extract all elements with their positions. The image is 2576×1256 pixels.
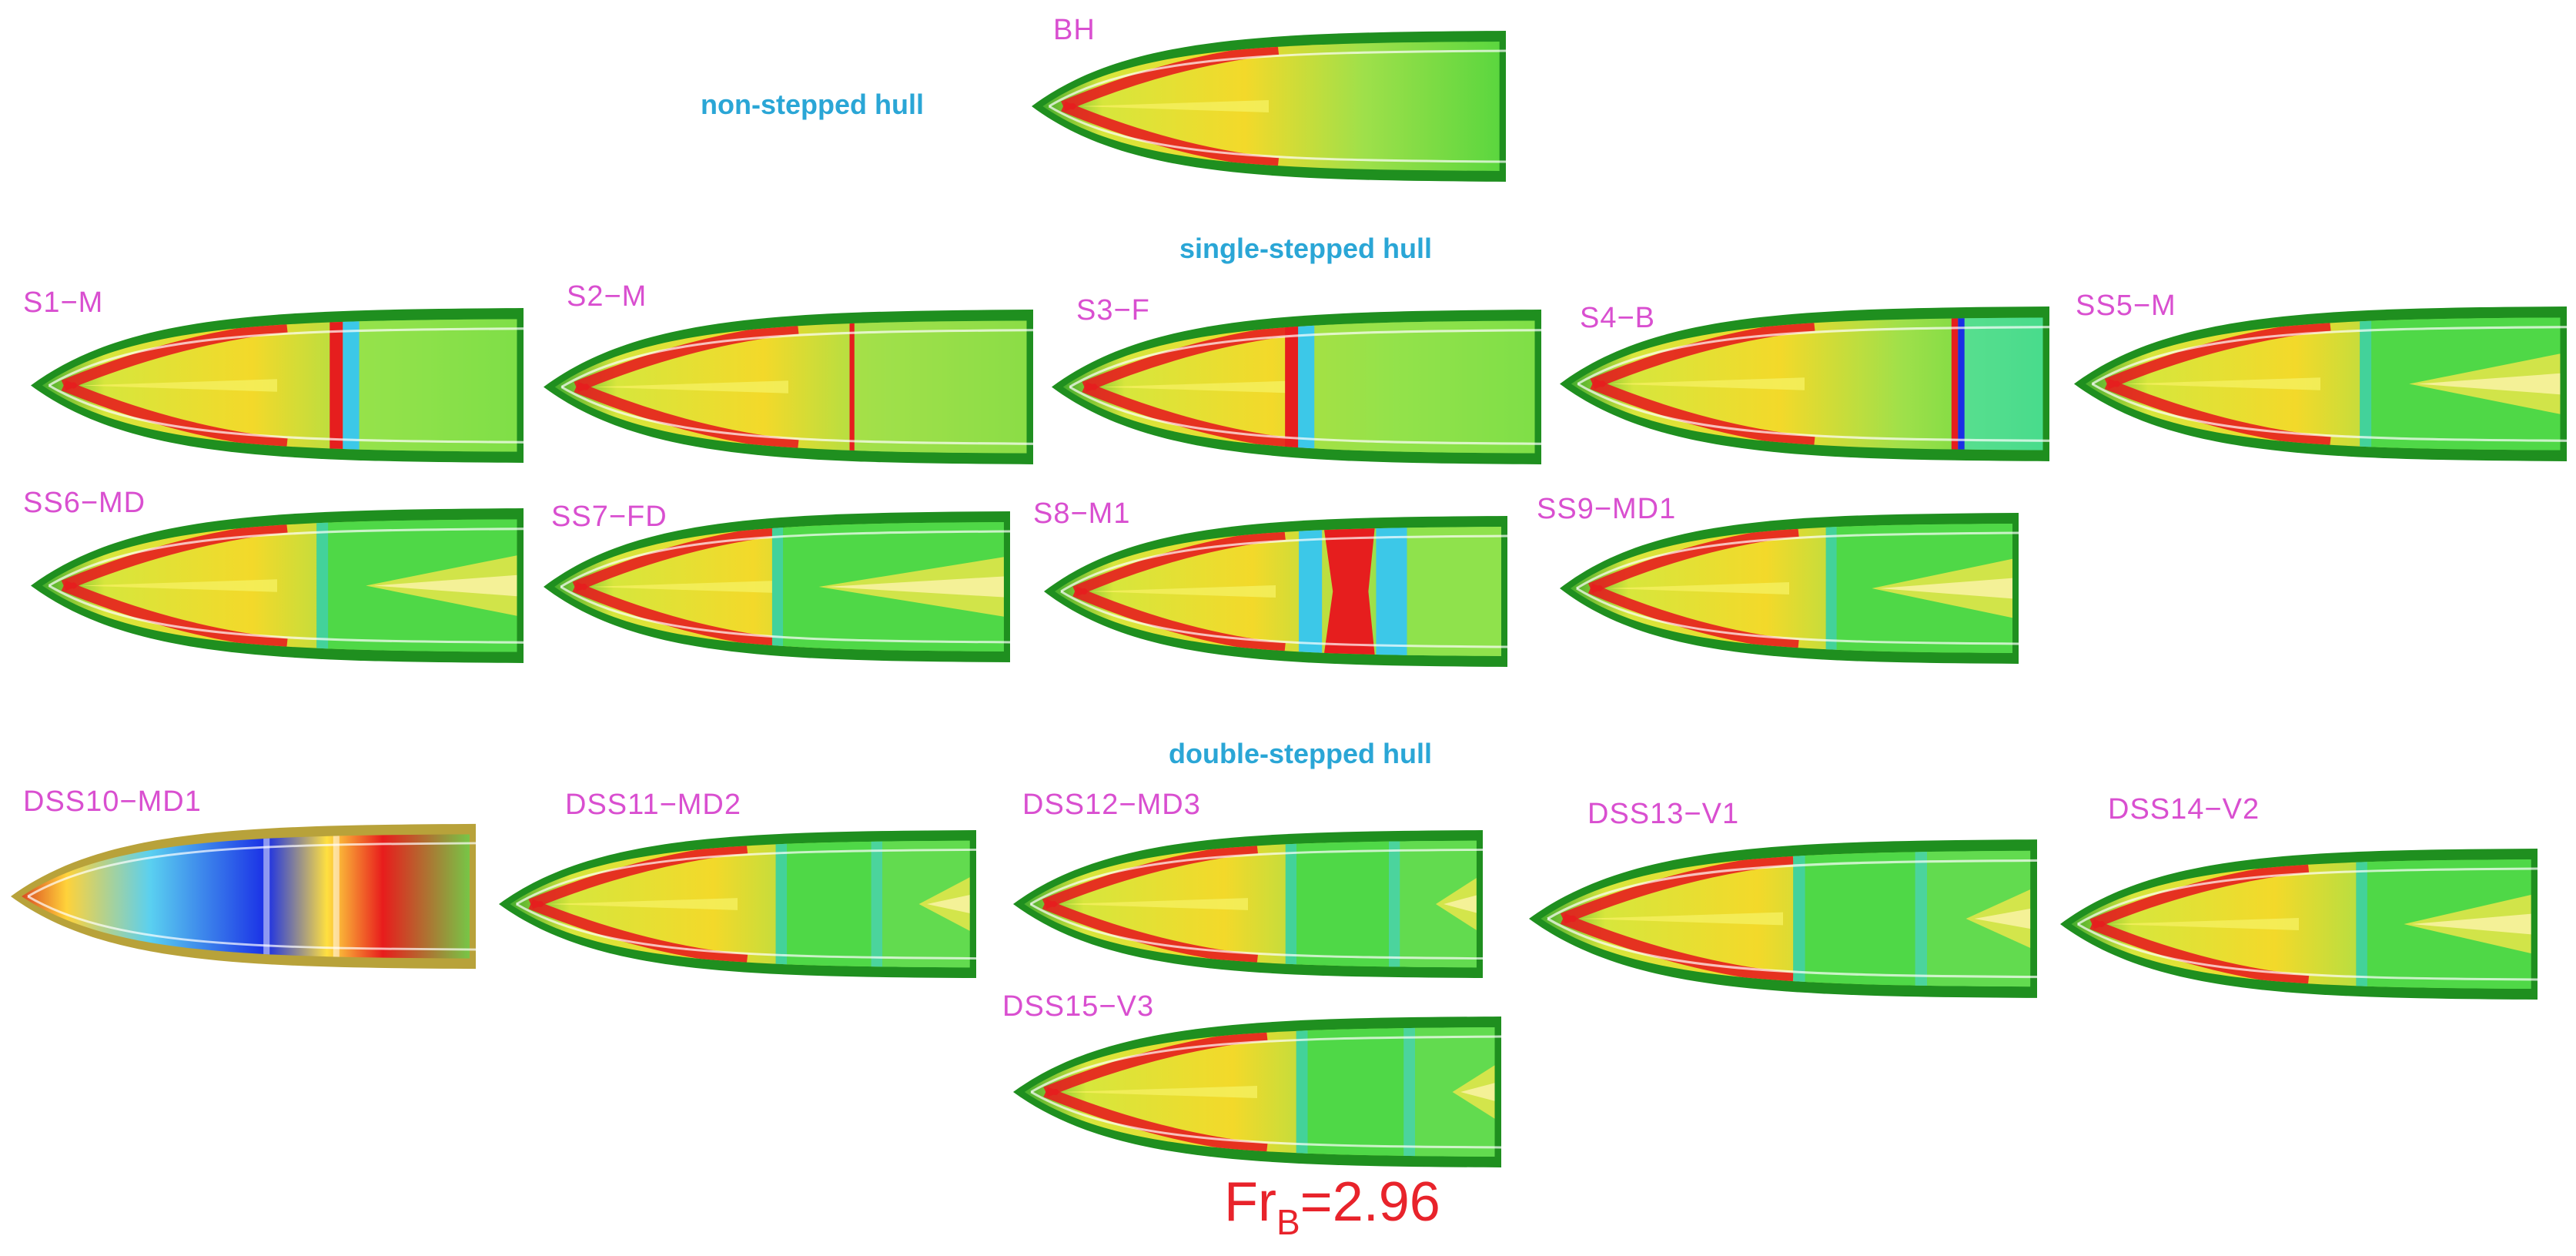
label-DSS10-MD1: DSS10−MD1 (23, 785, 202, 818)
label-SS6-MD: SS6−MD (23, 487, 146, 519)
label-DSS12-MD3: DSS12−MD3 (1022, 789, 1201, 821)
hull-contour-SS9-MD1 (1560, 513, 2019, 664)
hull-DSS14-V2 (2060, 847, 2538, 1001)
froude-sub: B (1276, 1202, 1300, 1242)
hull-contour-DSS10-MD1 (11, 823, 476, 970)
hull-SS5-M (2074, 305, 2567, 463)
hull-DSS11-MD2 (499, 829, 976, 980)
hull-contour-SS7-FD (544, 511, 1010, 662)
hull-contour-S1-M (31, 308, 524, 463)
hull-contour-DSS14-V2 (2060, 849, 2538, 1000)
froude-value: =2.96 (1300, 1171, 1440, 1233)
hull-DSS10-MD1 (11, 822, 476, 970)
hull-S3-F (1052, 308, 1541, 466)
hull-contour-S4-B (1560, 306, 2049, 461)
hull-contour-DSS12-MD3 (1013, 829, 1483, 979)
hull-S1-M (31, 306, 524, 464)
froude-number: FrB=2.96 (1224, 1171, 1440, 1242)
hull-SS6-MD (31, 507, 524, 665)
label-SS7-FD: SS7−FD (551, 501, 667, 533)
label-S3-F: S3−F (1076, 294, 1150, 327)
hull-SS7-FD (544, 510, 1010, 664)
hull-SS9-MD1 (1560, 511, 2019, 665)
label-DSS13-V1: DSS13−V1 (1587, 798, 1740, 830)
hull-contour-DSS15-V3 (1013, 1017, 1501, 1167)
label-SS9-MD1: SS9−MD1 (1537, 493, 1677, 525)
hull-S4-B (1560, 305, 2049, 463)
hull-S2-M (544, 308, 1033, 466)
label-DSS14-V2: DSS14−V2 (2108, 793, 2260, 826)
hull-contour-DSS13-V1 (1529, 839, 2037, 998)
label-S8-M1: S8−M1 (1033, 497, 1131, 530)
label-BH: BH (1053, 14, 1096, 46)
hull-DSS12-MD3 (1013, 829, 1483, 980)
hull-contour-BH (1032, 31, 1506, 182)
hull-S8-M1 (1044, 514, 1507, 668)
label-S4-B: S4−B (1580, 302, 1656, 334)
hull-DSS15-V3 (1013, 1015, 1501, 1169)
double-stepped-title: double-stepped hull (1169, 738, 1432, 769)
label-DSS15-V3: DSS15−V3 (1002, 990, 1155, 1023)
label-DSS11-MD2: DSS11−MD2 (565, 789, 742, 821)
hull-contour-SS6-MD (31, 508, 524, 663)
non-stepped-title: non-stepped hull (701, 89, 924, 120)
hull-contour-S8-M1 (1044, 516, 1507, 667)
hull-BH (1032, 29, 1506, 183)
label-S2-M: S2−M (567, 280, 647, 313)
froude-main: Fr (1224, 1171, 1276, 1233)
hull-contour-S3-F (1052, 310, 1541, 464)
label-S1-M: S1−M (23, 286, 104, 319)
hull-contour-SS5-M (2074, 306, 2567, 461)
label-SS5-M: SS5−M (2076, 290, 2176, 322)
hull-contour-S2-M (544, 310, 1033, 464)
hull-contour-DSS11-MD2 (499, 829, 976, 979)
single-stepped-title: single-stepped hull (1179, 233, 1433, 264)
hull-DSS13-V1 (1529, 838, 2037, 1000)
